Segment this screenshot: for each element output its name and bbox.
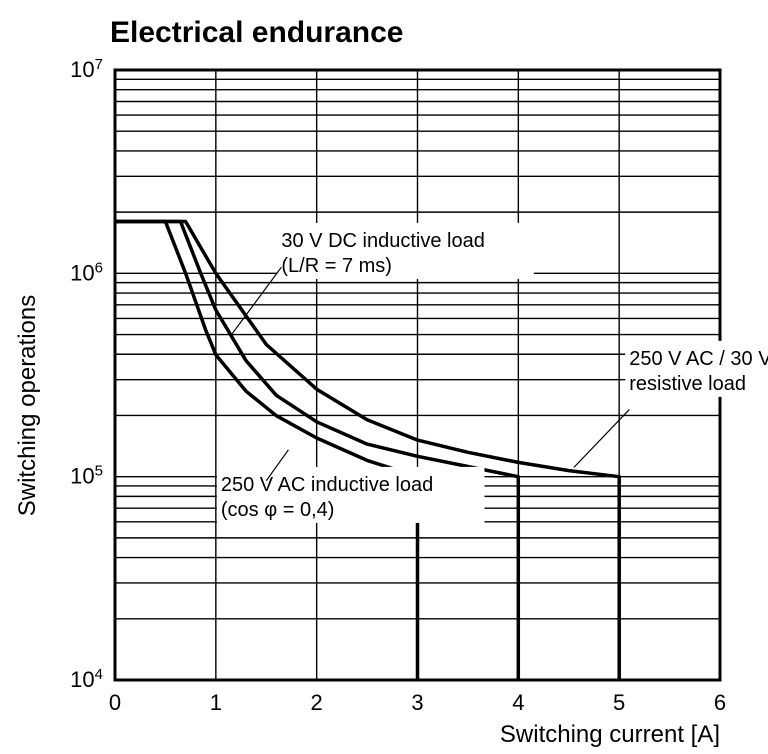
x-tick-label: 2 xyxy=(311,690,323,715)
y-axis-label: Switching operations xyxy=(14,295,41,516)
x-tick-label: 1 xyxy=(210,690,222,715)
x-tick-label: 4 xyxy=(512,690,524,715)
series-ac-inductive xyxy=(115,222,418,681)
chart-title: Electrical endurance xyxy=(110,16,403,49)
y-tick-label: 106 xyxy=(70,259,103,286)
chart-svg: Electrical endurance 0 1 2 3 4 5 6 Switching cur… xyxy=(0,0,768,754)
y-tick-label: 107 xyxy=(70,56,103,83)
annotation-text-ac-inductive: (cos φ = 0,4) xyxy=(221,499,335,521)
y-tick-label: 105 xyxy=(70,462,103,489)
x-tick-label: 3 xyxy=(411,690,423,715)
annotation-leader-dc-inductive xyxy=(231,267,281,335)
annotation-text-resistive: 250 V AC / 30 V DC xyxy=(629,348,768,370)
annotation-text-dc-inductive: (L/R = 7 ms) xyxy=(281,255,392,277)
x-axis-label: Switching current [A] xyxy=(500,721,720,748)
annotation-leader-resistive xyxy=(574,410,630,468)
annotation-text-ac-inductive: 250 V AC inductive load xyxy=(221,474,433,496)
y-tick-label: 104 xyxy=(70,666,103,693)
x-tick-label: 5 xyxy=(613,690,625,715)
x-tick-label: 0 xyxy=(109,690,121,715)
x-tick-label: 6 xyxy=(714,690,726,715)
annotation-text-resistive: resistive load xyxy=(629,373,746,395)
annotation-text-dc-inductive: 30 V DC inductive load xyxy=(281,230,484,252)
endurance-chart: Electrical endurance 0 1 2 3 4 5 6 Switching cur… xyxy=(0,0,768,754)
